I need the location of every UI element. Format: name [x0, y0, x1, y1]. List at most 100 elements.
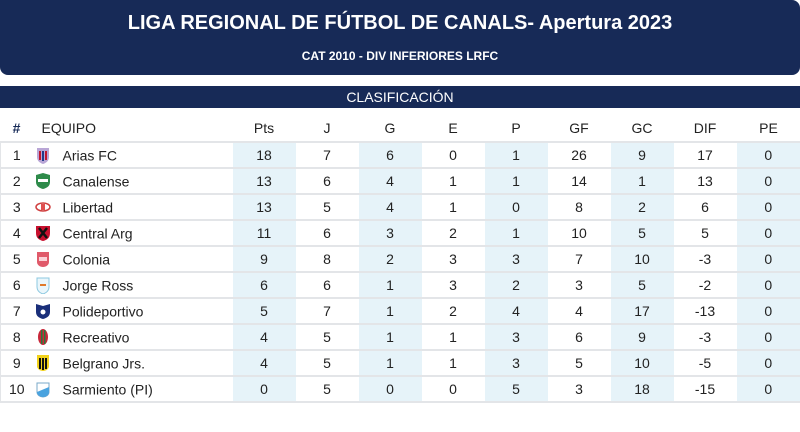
played-cell: 6: [295, 167, 359, 194]
team-name[interactable]: Canalense: [62, 173, 130, 190]
played-cell: 5: [295, 323, 359, 350]
team-cell: Central Arg: [32, 219, 233, 246]
won-cell: 4: [358, 167, 422, 194]
team-name[interactable]: Polideportivo: [62, 303, 144, 320]
played-cell: 5: [295, 193, 359, 220]
col-header-pts: Pts: [253, 120, 275, 136]
team-name[interactable]: Colonia: [62, 251, 110, 268]
played-cell: 7: [295, 297, 359, 324]
position-cell: 1: [0, 141, 33, 168]
team-cell: Libertad: [32, 193, 233, 220]
position-cell: 3: [0, 193, 33, 220]
pe-cell: 0: [736, 193, 800, 220]
drawn-cell: 1: [421, 323, 485, 350]
lost-cell: 5: [484, 375, 548, 403]
goals-for-cell: 4: [547, 297, 611, 324]
won-cell: 3: [358, 219, 422, 246]
points-cell: 6: [232, 271, 296, 298]
goals-against-cell: 9: [610, 323, 674, 350]
col-header-j: J: [323, 120, 331, 136]
polideportivo-crest-icon: [35, 302, 51, 320]
table-row: 5 Colonia 9 8 2 3 3 7 10 -3 0: [0, 245, 800, 272]
page-header: LIGA REGIONAL DE FÚTBOL DE CANALS- Apert…: [0, 0, 800, 75]
col-header-team: EQUIPO: [41, 120, 96, 136]
drawn-cell: 1: [421, 167, 485, 194]
col-header-pe: PE: [759, 120, 778, 136]
table-header-row: # EQUIPO Pts J G E P GF GC DIF PE: [1, 115, 800, 142]
position-cell: 5: [0, 245, 33, 272]
won-cell: 6: [358, 141, 422, 168]
points-cell: 13: [232, 193, 296, 220]
colonia-crest-icon: [35, 250, 51, 268]
points-cell: 5: [232, 297, 296, 324]
col-header-pos: #: [12, 120, 21, 136]
drawn-cell: 3: [421, 245, 485, 272]
table-row: 10 Sarmiento (PI) 0 5 0 0 5 3 18 -15 0: [0, 375, 800, 403]
goals-for-cell: 3: [547, 271, 611, 298]
jorge-ross-crest-icon: [35, 276, 51, 295]
team-name[interactable]: Central Arg: [62, 225, 133, 242]
team-cell: Jorge Ross: [32, 271, 233, 298]
central-arg-crest-icon: [35, 224, 51, 242]
team-name[interactable]: Sarmiento (PI): [62, 381, 153, 398]
col-header-p: P: [511, 120, 521, 136]
goal-diff-cell: -5: [673, 349, 737, 376]
lost-cell: 3: [484, 245, 548, 272]
position-cell: 4: [0, 219, 33, 246]
team-name[interactable]: Belgrano Jrs.: [62, 355, 145, 372]
team-cell: Canalense: [32, 167, 233, 194]
goal-diff-cell: -3: [673, 245, 737, 272]
col-header-e: E: [448, 120, 458, 136]
points-cell: 13: [232, 167, 296, 194]
col-header-gc: GC: [631, 120, 653, 136]
won-cell: 0: [358, 375, 422, 403]
goals-for-cell: 3: [547, 375, 611, 403]
team-name[interactable]: Recreativo: [62, 329, 130, 346]
goals-for-cell: 7: [547, 245, 611, 272]
team-cell: Belgrano Jrs.: [32, 349, 233, 376]
table-row: 3 Libertad 13 5 4 1 0 8 2 6 0: [0, 193, 800, 220]
table-row: 7 Polideportivo 5 7 1 2 4 4 17 -13 0: [0, 297, 800, 324]
lost-cell: 0: [484, 193, 548, 220]
sarmiento-crest-icon: [35, 380, 51, 398]
played-cell: 7: [295, 141, 359, 168]
won-cell: 2: [358, 245, 422, 272]
position-cell: 10: [0, 375, 33, 403]
goals-against-cell: 2: [610, 193, 674, 220]
pe-cell: 0: [736, 375, 800, 403]
goals-for-cell: 6: [547, 323, 611, 350]
position-cell: 9: [0, 349, 33, 376]
table-row: 4 Central Arg 11 6 3 2 1 10 5 5 0: [0, 219, 800, 246]
goals-against-cell: 5: [610, 271, 674, 298]
team-cell: Arias FC: [32, 141, 233, 168]
goals-against-cell: 17: [610, 297, 674, 324]
lost-cell: 2: [484, 271, 548, 298]
points-cell: 4: [232, 323, 296, 350]
lost-cell: 4: [484, 297, 548, 324]
position-cell: 6: [0, 271, 33, 298]
table-row: 1 Arias FC 18 7 6 0 1 26 9 17 0: [0, 141, 800, 168]
played-cell: 6: [295, 271, 359, 298]
goals-against-cell: 1: [610, 167, 674, 194]
drawn-cell: 2: [421, 219, 485, 246]
drawn-cell: 0: [421, 141, 485, 168]
goal-diff-cell: 13: [673, 167, 737, 194]
team-name[interactable]: Jorge Ross: [62, 277, 134, 294]
pe-cell: 0: [736, 349, 800, 376]
points-cell: 4: [232, 349, 296, 376]
recreativo-crest-icon: [35, 328, 51, 346]
goal-diff-cell: 5: [673, 219, 737, 246]
belgrano-crest-icon: [35, 354, 51, 372]
position-cell: 8: [0, 323, 33, 350]
team-name[interactable]: Arias FC: [62, 147, 117, 164]
goals-for-cell: 26: [547, 141, 611, 168]
team-name[interactable]: Libertad: [62, 199, 114, 216]
canalense-crest-icon: [35, 172, 51, 190]
won-cell: 1: [358, 297, 422, 324]
goal-diff-cell: 6: [673, 193, 737, 220]
team-cell: Colonia: [32, 245, 233, 272]
team-cell: Sarmiento (PI): [32, 375, 233, 403]
drawn-cell: 1: [421, 193, 485, 220]
lost-cell: 1: [484, 219, 548, 246]
played-cell: 8: [295, 245, 359, 272]
